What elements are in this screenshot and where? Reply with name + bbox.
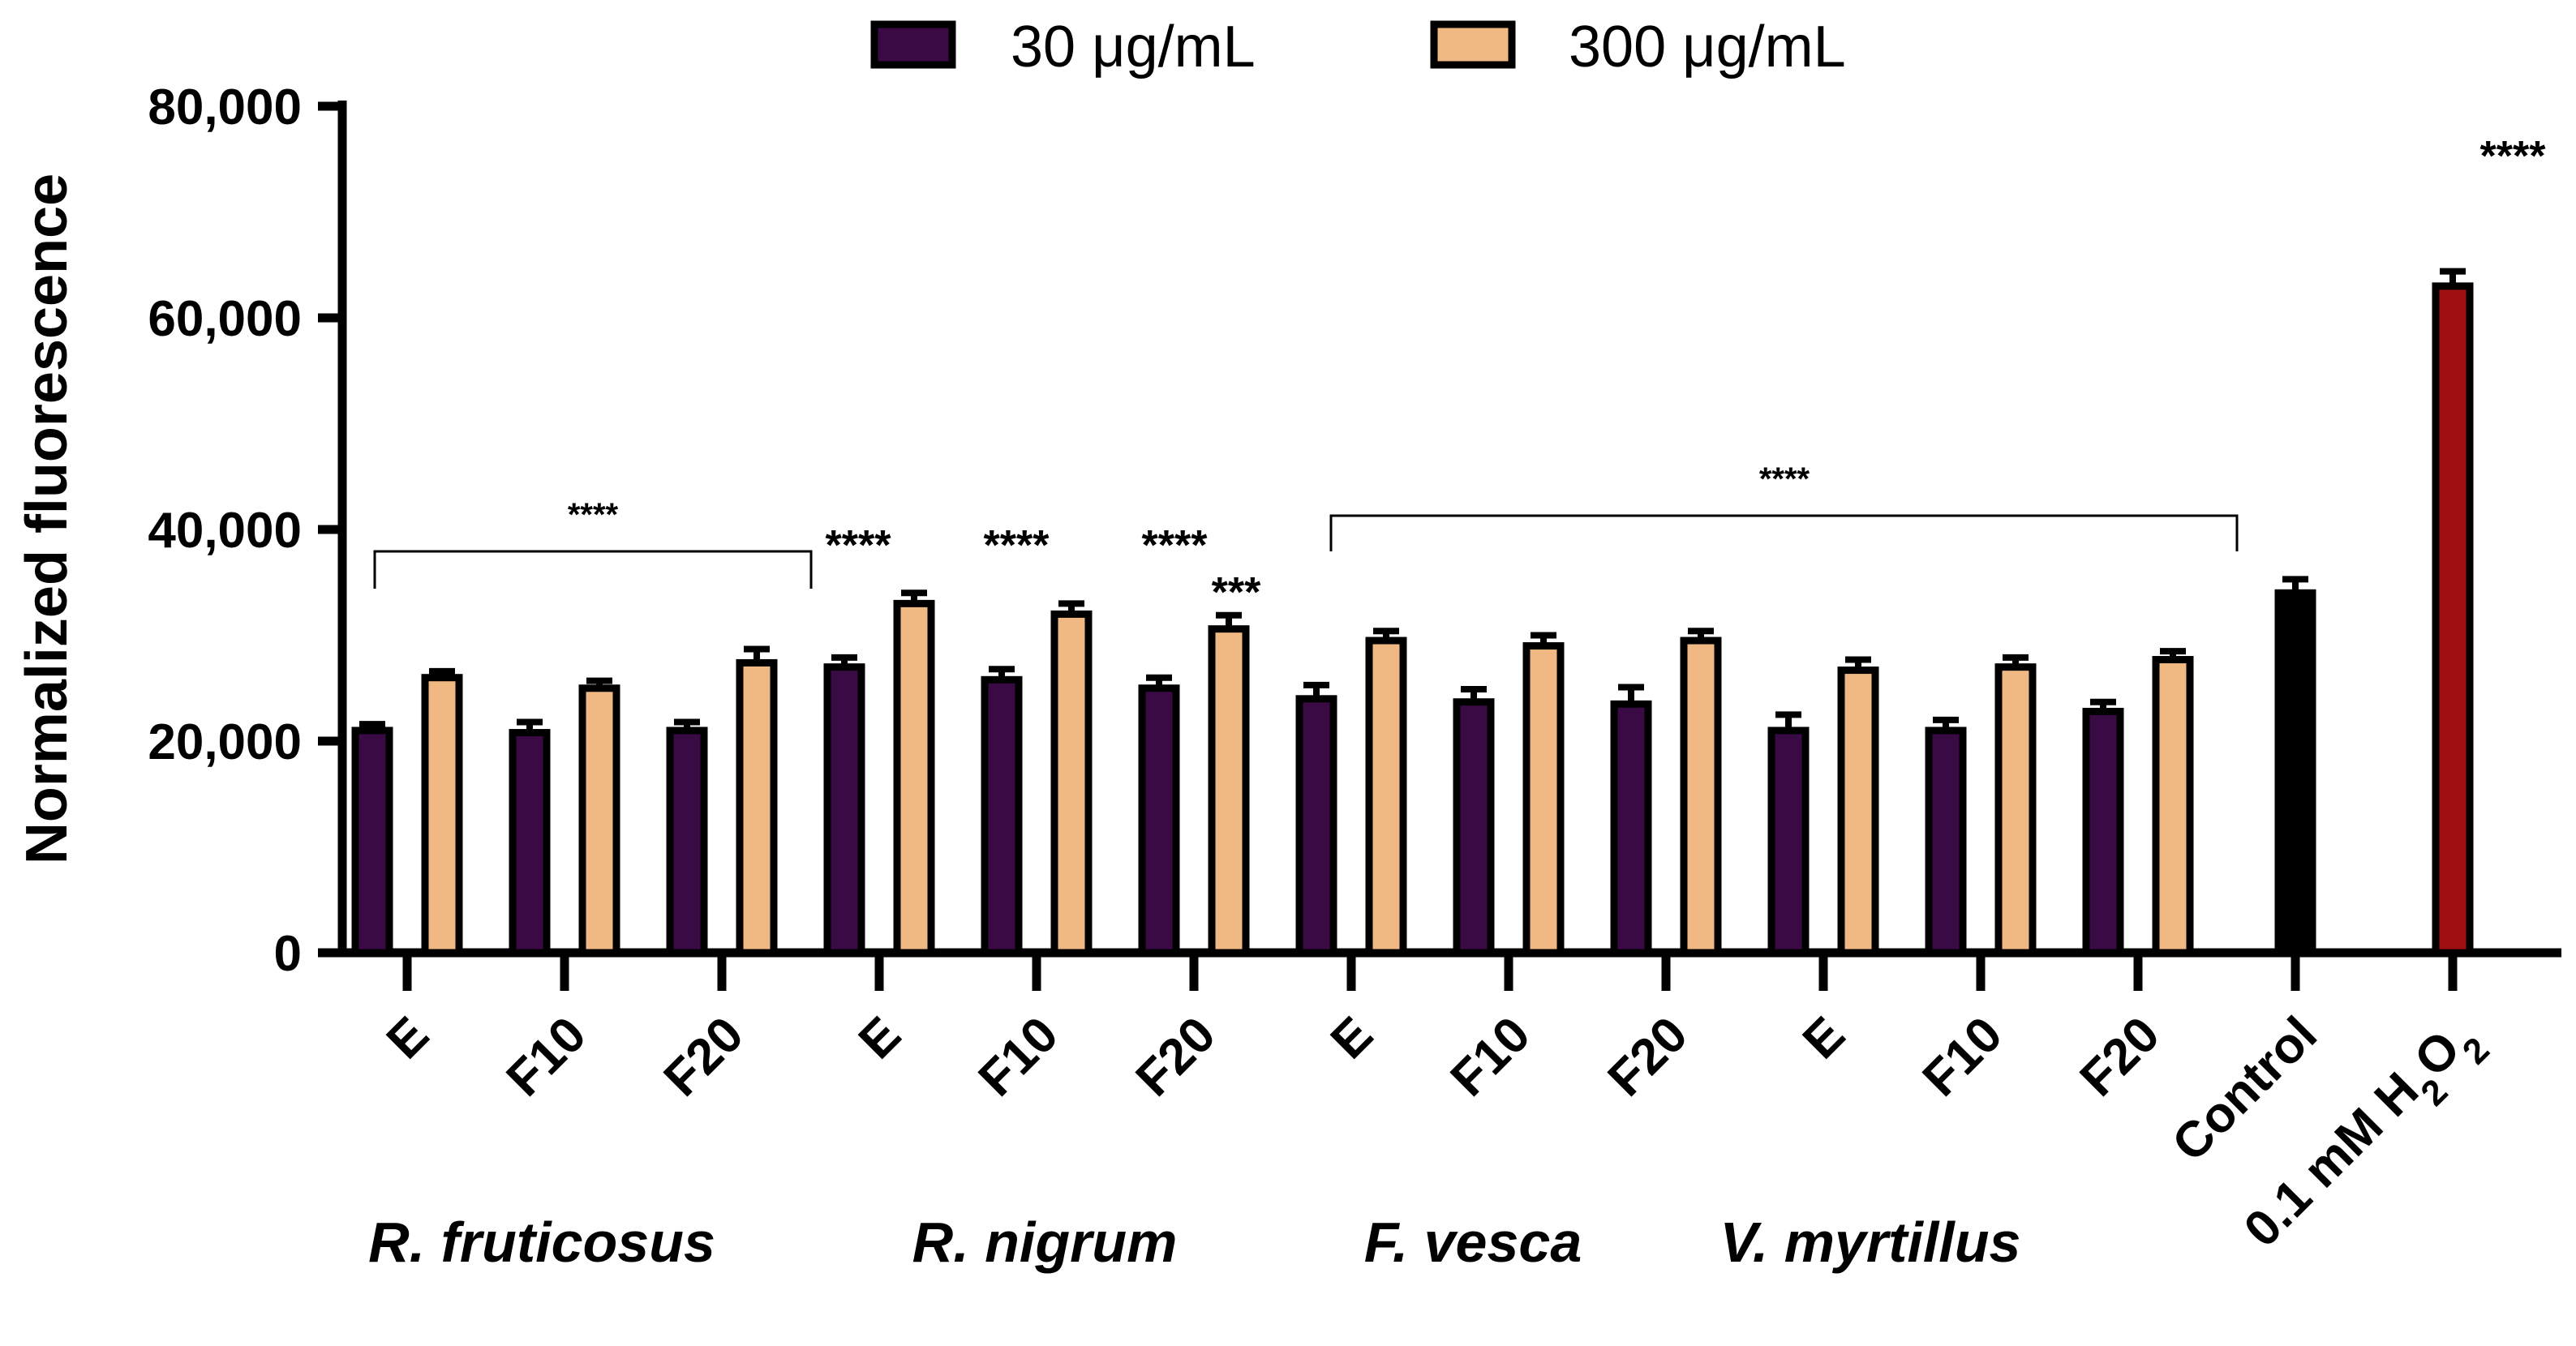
y-tick-label: 20,000 [148,714,302,770]
x-tick-label: Control [2162,1006,2328,1172]
annotations: **** **** **** **** *** **** **** [373,133,2547,616]
bar-300-g-ml [1680,637,1722,957]
x-tick-label: F20 [1126,1006,1226,1107]
legend: 30 μg/mL 300 μg/mL [870,15,1846,79]
bar-30-g-ml [1610,700,1652,957]
bar-30-g-ml [509,729,551,957]
y-tick-label: 0 [274,926,302,982]
group-labels: R. fruticosus R. nigrum F. vesca V. myrt… [368,1211,2020,1274]
x-tick-label: E [1792,1006,1856,1070]
bar-30-g-ml [351,727,393,957]
legend-label-300: 300 μg/mL [1569,15,1846,79]
annotation-h2o2: **** [2480,133,2547,180]
x-tick-label: E [1320,1006,1384,1070]
bar-30-g-ml [1925,727,1967,957]
x-ticks [402,953,2458,991]
bar-300-g-ml [1522,642,1565,957]
annotation-bracket-f-vesca-v-myrtillus: **** [1759,461,1810,497]
x-tick-label: F10 [496,1006,597,1107]
bar-30-g-ml [1138,684,1180,957]
x-tick-label: E [848,1006,912,1070]
bar-300-g-ml [2152,656,2194,957]
x-tick-label: F10 [968,1006,1069,1107]
x-tick-label: F20 [1598,1006,1698,1107]
y-tick-label: 60,000 [148,291,302,347]
y-ticks: 0 20,000 40,000 60,000 80,000 [148,79,342,982]
x-axis [338,948,2561,991]
bar-30-g-ml [2082,707,2124,957]
y-axis: 0 20,000 40,000 60,000 80,000 [148,79,347,982]
annotation-r-nigrum-f20: **** [1142,522,1209,569]
bar-300-g-ml [736,658,778,957]
group-label-v-myrtillus: V. myrtillus [1720,1211,2021,1274]
group-label-r-fruticosus: R. fruticosus [368,1211,715,1274]
y-axis-label: Normalized fluorescence [15,174,79,864]
legend-label-30: 30 μg/mL [1011,15,1256,79]
bar-30-g-ml [1453,698,1495,957]
group-label-f-vesca: F. vesca [1364,1211,1582,1274]
bar-300-g-ml [1365,637,1407,957]
bars [351,268,2474,957]
x-tick-label: E [376,1006,440,1070]
x-tick-label: F20 [2070,1006,2170,1107]
x-tick-label: F10 [1440,1006,1541,1107]
bar-300-g-ml [893,599,935,957]
bracket-f-vesca-v-myrtillus [1329,514,2239,551]
bar-30-g-ml [1767,727,1810,957]
bar-30-g-ml [666,727,708,957]
legend-swatch-300 [1430,20,1516,69]
bar-30-g-ml [981,675,1023,957]
y-tick-label: 80,000 [148,79,302,135]
bar-300-g-ml [1050,610,1093,957]
bar-300-g-ml [1208,625,1250,957]
bar-0-1-mm-h2o2 [2432,282,2474,957]
annotation-r-nigrum-f20-300: *** [1212,569,1261,616]
group-label-r-nigrum: R. nigrum [912,1211,1178,1274]
bar-300-g-ml [1994,663,2037,957]
bar-300-g-ml [578,684,620,957]
bar-control [2274,589,2316,957]
annotation-r-nigrum-f10: **** [984,522,1050,569]
x-tick-label: F20 [654,1006,754,1107]
bar-300-g-ml [421,674,463,957]
annotation-bracket-r-fruticosus: **** [568,497,619,533]
bar-300-g-ml [1837,667,1879,957]
bar-30-g-ml [823,663,865,957]
bar-30-g-ml [1295,695,1337,957]
x-tick-label: F10 [1913,1006,2013,1107]
legend-swatch-30 [870,20,956,69]
annotation-r-nigrum-e: **** [826,522,892,569]
bracket-r-fruticosus [373,550,813,589]
y-tick-label: 40,000 [148,503,302,559]
